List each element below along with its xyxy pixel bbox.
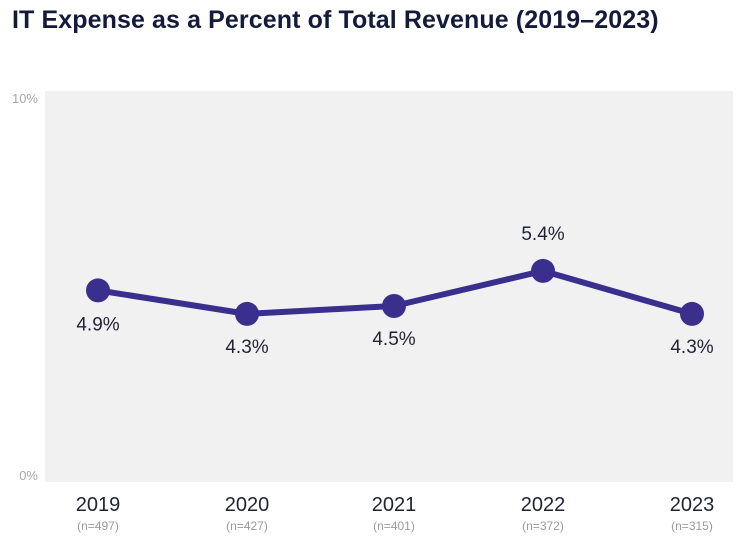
x-tick-sublabel: (n=497) xyxy=(77,519,119,533)
x-tick-sublabel: (n=401) xyxy=(373,519,415,533)
x-tick-label: 2022 xyxy=(521,494,566,516)
chart-title: IT Expense as a Percent of Total Revenue… xyxy=(12,6,659,34)
data-markers xyxy=(86,258,704,326)
x-tick-label: 2023 xyxy=(670,494,715,516)
x-tick-label: 2020 xyxy=(225,494,270,516)
y-axis-ticks: 10% 0% xyxy=(12,91,38,483)
data-label: 4.3% xyxy=(225,337,268,358)
data-point xyxy=(235,301,259,326)
data-point xyxy=(680,301,704,326)
data-label: 5.4% xyxy=(521,224,564,245)
y-tick-label: 0% xyxy=(19,468,38,483)
x-tick-label: 2019 xyxy=(76,494,121,516)
x-tick-sublabel: (n=315) xyxy=(671,519,713,533)
plot-background xyxy=(45,91,733,482)
data-point xyxy=(382,294,406,318)
x-tick-label: 2021 xyxy=(372,494,417,516)
y-tick-label: 10% xyxy=(12,91,38,106)
data-labels: 4.9% 4.3% 4.5% 5.4% 4.3% xyxy=(76,224,713,358)
x-tick-sublabel: (n=427) xyxy=(226,519,268,533)
x-tick-sublabel: (n=372) xyxy=(522,519,564,533)
data-label: 4.5% xyxy=(372,329,415,350)
x-axis-ticks: 2019 (n=497) 2020 (n=427) 2021 (n=401) 2022 (n=… xyxy=(76,494,715,533)
data-label: 4.9% xyxy=(76,314,119,335)
data-label: 4.3% xyxy=(670,337,713,358)
data-point xyxy=(86,278,110,303)
data-point xyxy=(531,258,555,283)
